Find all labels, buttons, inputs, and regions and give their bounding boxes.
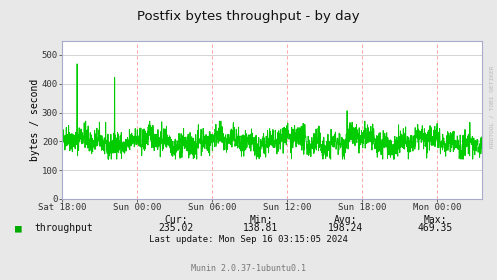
Text: 469.35: 469.35 [417, 223, 452, 233]
Text: Min:: Min: [249, 215, 273, 225]
Text: Munin 2.0.37-1ubuntu0.1: Munin 2.0.37-1ubuntu0.1 [191, 264, 306, 273]
Text: Last update: Mon Sep 16 03:15:05 2024: Last update: Mon Sep 16 03:15:05 2024 [149, 235, 348, 244]
Text: RRDTOOL / TOBI OETIKER: RRDTOOL / TOBI OETIKER [490, 65, 495, 148]
Text: Postfix bytes throughput - by day: Postfix bytes throughput - by day [137, 10, 360, 23]
Text: 198.24: 198.24 [328, 223, 363, 233]
Text: throughput: throughput [35, 223, 93, 233]
Text: 138.81: 138.81 [244, 223, 278, 233]
Text: Avg:: Avg: [333, 215, 357, 225]
Y-axis label: bytes / second: bytes / second [30, 79, 40, 161]
Text: Cur:: Cur: [165, 215, 188, 225]
Text: 235.02: 235.02 [159, 223, 194, 233]
Text: ■: ■ [15, 223, 22, 233]
Text: Max:: Max: [423, 215, 447, 225]
